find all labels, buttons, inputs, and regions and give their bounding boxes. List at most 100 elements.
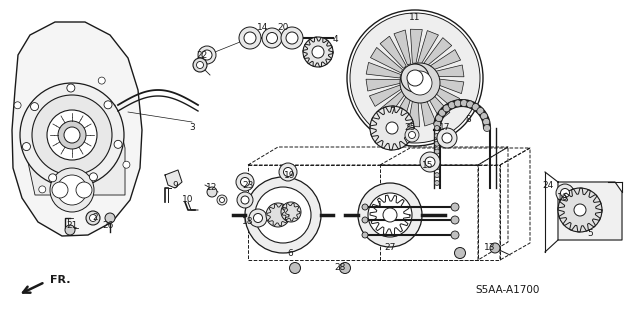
Circle shape	[289, 262, 301, 274]
Polygon shape	[424, 88, 450, 120]
Polygon shape	[371, 47, 403, 73]
Polygon shape	[394, 30, 411, 65]
Text: 7: 7	[389, 108, 395, 116]
Circle shape	[350, 13, 480, 143]
Polygon shape	[408, 93, 420, 127]
Polygon shape	[378, 89, 408, 118]
Circle shape	[241, 178, 250, 187]
Text: 8: 8	[465, 116, 471, 124]
Circle shape	[358, 183, 422, 247]
Circle shape	[98, 77, 105, 84]
Circle shape	[104, 101, 112, 109]
Text: 16: 16	[557, 194, 569, 203]
Circle shape	[253, 213, 262, 222]
Circle shape	[237, 192, 253, 208]
Circle shape	[400, 63, 440, 103]
Circle shape	[408, 132, 415, 139]
Circle shape	[435, 157, 440, 162]
Circle shape	[114, 140, 122, 148]
Circle shape	[435, 165, 440, 170]
Polygon shape	[419, 91, 436, 126]
Text: 25: 25	[404, 124, 416, 132]
Circle shape	[407, 70, 423, 86]
Polygon shape	[418, 31, 438, 64]
Circle shape	[20, 83, 124, 187]
Circle shape	[443, 105, 450, 112]
Circle shape	[303, 37, 333, 67]
Text: 5: 5	[587, 228, 593, 237]
Circle shape	[249, 209, 267, 227]
Circle shape	[236, 173, 254, 191]
Circle shape	[284, 167, 292, 177]
Polygon shape	[165, 170, 182, 188]
Circle shape	[76, 182, 92, 198]
Circle shape	[362, 204, 368, 210]
Circle shape	[442, 133, 452, 143]
Circle shape	[105, 213, 115, 223]
Circle shape	[312, 46, 324, 58]
Circle shape	[558, 188, 602, 232]
Text: 28: 28	[334, 263, 346, 273]
Text: 22: 22	[196, 51, 207, 60]
Text: 24: 24	[542, 180, 554, 189]
Text: 17: 17	[439, 124, 451, 132]
Circle shape	[368, 193, 412, 237]
Circle shape	[451, 231, 459, 239]
Circle shape	[244, 32, 256, 44]
Circle shape	[477, 108, 484, 115]
Polygon shape	[369, 84, 403, 106]
Circle shape	[279, 163, 297, 181]
Circle shape	[425, 157, 435, 167]
Circle shape	[52, 182, 68, 198]
Circle shape	[207, 187, 217, 197]
Circle shape	[420, 152, 440, 172]
Circle shape	[435, 125, 440, 131]
Circle shape	[435, 173, 440, 178]
Text: 6: 6	[287, 249, 293, 258]
Text: 11: 11	[409, 13, 420, 22]
Circle shape	[556, 184, 574, 202]
Circle shape	[286, 32, 298, 44]
Text: 21: 21	[67, 220, 77, 229]
Circle shape	[67, 84, 75, 92]
Text: 13: 13	[484, 244, 496, 252]
Circle shape	[467, 101, 474, 108]
Circle shape	[90, 173, 97, 181]
Circle shape	[198, 46, 216, 64]
Circle shape	[217, 195, 227, 205]
Text: 14: 14	[257, 23, 269, 33]
Circle shape	[266, 203, 290, 227]
Circle shape	[362, 232, 368, 238]
Circle shape	[255, 187, 311, 243]
Text: 23: 23	[243, 180, 253, 189]
Circle shape	[472, 104, 479, 110]
Text: 15: 15	[422, 161, 434, 170]
Circle shape	[408, 71, 432, 95]
Polygon shape	[366, 79, 401, 91]
Polygon shape	[25, 105, 125, 195]
Circle shape	[436, 115, 442, 122]
Polygon shape	[366, 62, 401, 78]
Circle shape	[14, 102, 21, 109]
Text: 20: 20	[277, 23, 289, 33]
Polygon shape	[429, 78, 464, 94]
Text: 9: 9	[172, 180, 178, 189]
Text: 1: 1	[377, 201, 383, 210]
Circle shape	[483, 118, 490, 125]
Circle shape	[39, 186, 46, 193]
Circle shape	[574, 204, 586, 216]
Polygon shape	[558, 182, 622, 240]
Circle shape	[193, 58, 207, 72]
Circle shape	[31, 103, 38, 111]
Circle shape	[561, 188, 570, 197]
Circle shape	[347, 10, 483, 146]
Text: 19: 19	[284, 171, 296, 180]
Circle shape	[202, 50, 212, 60]
Polygon shape	[380, 36, 406, 68]
Circle shape	[281, 27, 303, 49]
Circle shape	[454, 247, 465, 259]
Circle shape	[50, 168, 94, 212]
Text: S5AA-A1700: S5AA-A1700	[476, 285, 540, 295]
Circle shape	[451, 203, 459, 211]
Circle shape	[370, 106, 414, 150]
